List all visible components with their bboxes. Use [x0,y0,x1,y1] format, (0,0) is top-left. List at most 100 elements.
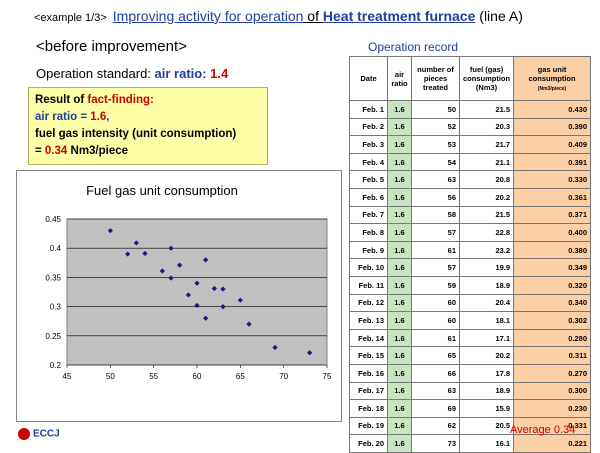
cell-unit-consumption: 0.230 [513,399,591,418]
cell-unit-consumption: 0.361 [513,187,591,207]
cell-date: Feb. 13 [349,311,388,330]
cell-pieces: 53 [411,135,460,154]
cell-unit-consumption: 0.349 [513,258,591,277]
y-tick-label: 0.2 [50,361,62,370]
cell-air-ratio: 1.6 [387,187,412,207]
table-row: Feb. 20 1.6 73 16.1 0.221 [349,434,591,453]
cell-fuel: 21.5 [458,100,515,119]
table-row: Feb. 18 1.6 69 15.9 0.230 [349,399,591,418]
x-tick-label: 70 [279,372,288,381]
table-row: Feb. 3 1.6 53 21.7 0.409 [349,135,591,154]
logo-mark-icon [18,428,30,440]
cell-fuel: 19.9 [458,258,515,277]
col-unit-label: gas unit consumption [528,65,576,83]
col-unit-sub: (Nm3/piece) [537,86,567,92]
cell-fuel: 15.9 [458,399,515,418]
cell-unit-consumption: 0.340 [513,293,591,313]
cell-pieces: 54 [411,152,460,172]
cell-pieces: 65 [411,346,460,365]
cell-air-ratio: 1.6 [387,328,412,348]
table-row: Feb. 8 1.6 57 22.8 0.400 [349,223,591,242]
cell-fuel: 20.4 [458,293,515,313]
air-ratio-label: air ratio: [154,66,211,81]
cell-date: Feb. 10 [349,258,388,277]
data-point [168,275,174,281]
findings-air-ratio: air ratio = 1.6, [35,109,261,126]
cell-date: Feb. 8 [349,223,388,242]
cell-fuel: 17.8 [458,363,515,383]
cell-fuel: 18.9 [458,275,515,295]
cell-pieces: 60 [411,293,460,313]
cell-unit-consumption: 0.371 [513,205,591,225]
findings-heading-b: fact-finding: [87,94,154,106]
data-point [246,321,252,327]
table-row: Feb. 10 1.6 57 19.9 0.349 [349,258,591,277]
average-label: Average 0.34 [510,424,576,436]
cell-date: Feb. 19 [349,416,388,436]
cell-air-ratio: 1.6 [387,434,412,453]
plot-area [66,218,328,366]
operation-record-table: Date air ratio number of pieces treated … [349,56,591,453]
data-point [168,245,174,251]
findings-heading-a: Result of [35,94,88,106]
cell-unit-consumption: 0.330 [513,170,591,189]
cell-pieces: 61 [411,240,460,260]
cell-unit-consumption: 0.300 [513,381,591,401]
chart-svg: Fuel gas unit consumption 0.2 0.25 0.3 0.35… [45,183,332,381]
cell-pieces: 58 [411,205,460,225]
findings-air-a: air ratio = [35,111,91,123]
table-row: Feb. 15 1.6 65 20.2 0.311 [349,346,591,365]
table-row: Feb. 7 1.6 58 21.5 0.371 [349,205,591,225]
title-part-of: of [303,8,323,24]
cell-pieces: 59 [411,275,460,295]
table-row: Feb. 5 1.6 63 20.8 0.330 [349,170,591,189]
cell-date: Feb. 1 [349,100,388,119]
cell-unit-consumption: 0.302 [513,311,591,330]
cell-date: Feb. 2 [349,117,388,137]
cell-unit-consumption: 0.390 [513,117,591,137]
y-tick-label: 0.3 [50,303,62,312]
cell-pieces: 63 [411,170,460,189]
cell-air-ratio: 1.6 [387,416,412,436]
cell-pieces: 63 [411,381,460,401]
cell-pieces: 52 [411,117,460,137]
table-row: Feb. 14 1.6 61 17.1 0.280 [349,328,591,348]
x-tick-label: 60 [193,372,202,381]
cell-pieces: 61 [411,328,460,348]
cell-fuel: 21.7 [458,135,515,154]
table-row: Feb. 16 1.6 66 17.8 0.270 [349,363,591,383]
cell-pieces: 50 [411,100,460,119]
cell-unit-consumption: 0.331 [513,416,591,436]
cell-air-ratio: 1.6 [387,152,412,172]
cell-date: Feb. 18 [349,399,388,418]
findings-fuel-text: fuel gas intensity (unit consumption) [35,128,237,140]
cell-air-ratio: 1.6 [387,135,412,154]
cell-unit-consumption: 0.400 [513,223,591,242]
cell-air-ratio: 1.6 [387,363,412,383]
title-part-furnace: Heat treatment furnace [322,8,476,24]
air-ratio-value: 1.4 [210,66,229,81]
y-tick-label: 0.45 [45,215,61,224]
table-row: Feb. 9 1.6 61 23.2 0.380 [349,240,591,260]
cell-air-ratio: 1.6 [387,170,412,189]
y-tick-label: 0.4 [50,244,62,253]
y-tick-label: 0.35 [45,273,61,282]
cell-unit-consumption: 0.311 [513,346,591,365]
cell-date: Feb. 9 [349,240,388,260]
cell-air-ratio: 1.6 [387,258,412,277]
cell-unit-consumption: 0.270 [513,363,591,383]
cell-unit-consumption: 0.391 [513,152,591,172]
cell-fuel: 20.2 [458,346,515,365]
cell-pieces: 57 [411,223,460,242]
cell-date: Feb. 7 [349,205,388,225]
col-fuel: fuel (gas) consumption (Nm3) [458,56,515,101]
data-point [194,302,200,309]
cell-air-ratio: 1.6 [387,293,412,313]
col-pieces: number of pieces treated [411,56,460,101]
cell-air-ratio: 1.6 [387,399,412,418]
cell-pieces: 57 [411,258,460,277]
example-label: <example 1/3> [34,12,107,24]
before-improvement-label: <before improvement> [36,38,187,55]
cell-fuel: 20.5 [458,416,515,436]
table-row: Feb. 6 1.6 56 20.2 0.361 [349,187,591,207]
